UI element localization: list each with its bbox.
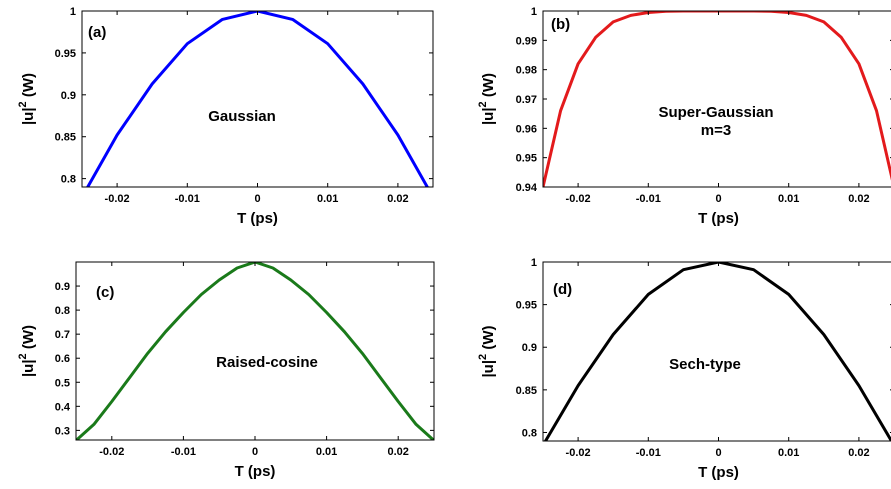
pulse-shape-annotation: m=3	[701, 122, 731, 139]
y-tick-label: 0.95	[516, 153, 537, 165]
x-axis-label: T (ps)	[235, 463, 276, 480]
y-axis-label-sup: 2	[477, 101, 489, 107]
y-tick-label: 0.85	[55, 132, 76, 144]
y-axis-label-main: |u|	[480, 107, 497, 125]
x-tick-label: -0.02	[99, 446, 124, 458]
y-tick-label: 0.85	[516, 385, 537, 397]
y-axis-label-main: |u|	[20, 107, 37, 125]
x-tick-label: 0	[254, 193, 260, 205]
y-tick-label: 0.9	[55, 281, 70, 293]
x-tick-label: -0.01	[171, 446, 196, 458]
x-tick-label: 0	[715, 447, 721, 459]
x-tick-label: 0.01	[778, 447, 799, 459]
y-tick-label: 1	[531, 6, 537, 18]
x-tick-label: 0.02	[387, 193, 408, 205]
y-tick-label: 0.8	[522, 427, 537, 439]
y-tick-label: 0.96	[516, 123, 537, 135]
y-tick-label: 0.4	[55, 401, 71, 413]
x-tick-label: -0.02	[566, 447, 591, 459]
axes-frame	[542, 261, 891, 442]
y-tick-label: 0.9	[522, 342, 537, 354]
x-axis-label: T (ps)	[698, 464, 739, 481]
x-tick-label: -0.01	[175, 193, 200, 205]
y-axis-label-unit: (W)	[20, 73, 37, 101]
panel-d: -0.02 -0.01 0 0.01 0.02 0.8 0.85 0.9 0.95 1 T (ps)…	[477, 257, 891, 481]
y-tick-label: 0.5	[55, 377, 70, 389]
panel-label: (b)	[551, 16, 570, 33]
pulse-shape-annotation: Super-Gaussian	[658, 104, 773, 121]
y-axis-label-main: |u|	[480, 360, 497, 378]
y-axis-label-unit: (W)	[480, 73, 497, 101]
y-tick-label: 0.7	[55, 329, 70, 341]
y-tick-label: 0.95	[55, 48, 76, 60]
y-tick-label: 0.97	[516, 94, 537, 106]
y-tick-label: 0.94	[516, 182, 538, 194]
y-axis-label-sup: 2	[17, 353, 29, 359]
series-line-d	[543, 262, 891, 441]
x-tick-label: 0.02	[848, 193, 869, 205]
y-tick-label: 1	[531, 257, 537, 269]
x-axis-label: T (ps)	[237, 210, 278, 227]
panel-b: -0.02 -0.01 0 0.01 0.02 0.94 0.95 0.96 0.97 0.98 0…	[477, 6, 891, 227]
y-tick-label: 0.3	[55, 425, 70, 437]
panel-a: -0.02 -0.01 0 0.01 0.02 0.8 0.85 0.9 0.95 1 T (ps)…	[17, 6, 434, 227]
y-axis-label: |u|2 (W)	[477, 73, 497, 125]
panel-label: (d)	[553, 281, 572, 298]
panel-label: (a)	[88, 24, 106, 41]
x-axis-label: T (ps)	[698, 210, 739, 227]
x-tick-label: 0.01	[778, 193, 799, 205]
panel-c: -0.02 -0.01 0 0.01 0.02 0.3 0.4 0.5 0.6 0.7 0.8 0.9…	[17, 261, 435, 480]
x-tick-label: 0	[252, 446, 258, 458]
pulse-shape-annotation: Raised-cosine	[216, 354, 318, 371]
y-tick-label: 0.8	[61, 174, 76, 186]
y-tick-label: 0.99	[516, 35, 537, 47]
x-tick-label: -0.01	[636, 447, 661, 459]
x-tick-label: 0.01	[316, 446, 337, 458]
series-line-a	[85, 11, 430, 187]
pulse-shape-annotation: Sech-type	[669, 356, 741, 373]
x-tick-label: -0.01	[636, 193, 661, 205]
axes-frame	[81, 10, 434, 188]
series-line-b	[543, 11, 891, 187]
y-axis-label-main: |u|	[20, 359, 37, 377]
y-axis-label: |u|2 (W)	[17, 73, 37, 125]
pulse-shape-annotation: Gaussian	[208, 108, 276, 125]
x-tick-label: -0.02	[566, 193, 591, 205]
y-axis-label-unit: (W)	[20, 325, 37, 353]
x-tick-label: 0.02	[387, 446, 408, 458]
x-tick-label: 0.02	[848, 447, 869, 459]
axes-frame	[75, 261, 435, 441]
y-tick-label: 1	[70, 6, 76, 18]
y-tick-label: 0.8	[55, 305, 70, 317]
panel-label: (c)	[96, 284, 114, 301]
y-axis-label: |u|2 (W)	[477, 325, 497, 377]
x-tick-label: 0	[715, 193, 721, 205]
y-axis-label-unit: (W)	[480, 325, 497, 353]
y-tick-label: 0.6	[55, 353, 70, 365]
y-axis-label-sup: 2	[17, 101, 29, 107]
y-axis-label: |u|2 (W)	[17, 325, 37, 377]
y-tick-label: 0.98	[516, 65, 537, 77]
x-tick-label: -0.02	[105, 193, 130, 205]
series-line-c	[76, 262, 434, 440]
y-axis-label-sup: 2	[477, 354, 489, 360]
y-tick-label: 0.9	[61, 90, 76, 102]
y-tick-label: 0.95	[516, 300, 537, 312]
x-tick-label: 0.01	[317, 193, 338, 205]
